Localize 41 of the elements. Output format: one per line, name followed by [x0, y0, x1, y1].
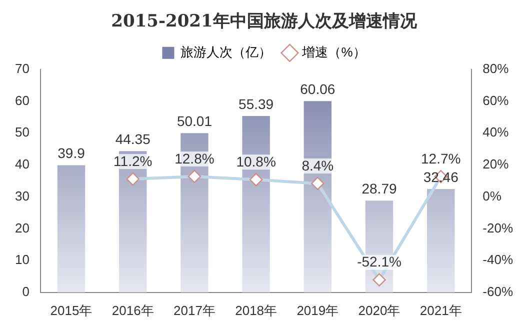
y-tick-label: 30 [14, 188, 30, 204]
data-label: 44.35 [115, 130, 151, 147]
data-label: 50.01 [176, 112, 212, 129]
legend-label: 旅游人次（亿） [180, 44, 272, 60]
y-tick-label: 10 [14, 252, 30, 268]
y2-tick-label: 80% [482, 60, 510, 76]
data-label: 39.9 [58, 145, 86, 162]
y2-tick-label: -40% [482, 252, 514, 268]
x-tick-label: 2017年 [173, 302, 216, 318]
data-label: 55.39 [238, 96, 274, 112]
y-tick-label: 0 [22, 284, 30, 299]
y2-tick-label: -20% [482, 220, 514, 236]
bar [304, 101, 332, 292]
x-tick-label: 2016年 [112, 302, 154, 318]
y2-tick-label: 0% [482, 188, 502, 204]
x-tick-label: 2018年 [235, 302, 278, 318]
chart-title: 2015-2021年中国旅游人次及增速情况 [111, 12, 418, 32]
bar [57, 165, 86, 292]
y-tick-label: 50 [14, 124, 30, 140]
data-label: 11.2% [114, 152, 152, 169]
data-label: -52.1% [357, 254, 402, 270]
x-tick-label: 2021年 [420, 302, 462, 318]
x-tick-label: 2015年 [50, 302, 92, 318]
y-tick-label: 60 [14, 92, 30, 108]
data-label: 28.79 [362, 180, 397, 197]
y-tick-label: 40 [14, 156, 30, 172]
data-label: 10.8% [236, 153, 276, 170]
legend-label: 增速（%） [301, 44, 366, 60]
data-label: 12.7% [421, 150, 461, 166]
data-label: 60.06 [300, 80, 336, 97]
data-label: 8.4% [302, 157, 334, 174]
y2-tick-label: 60% [482, 92, 510, 108]
y2-tick-label: 20% [482, 156, 510, 172]
y-tick-label: 20 [14, 220, 30, 236]
y2-tick-label: 40% [482, 124, 510, 140]
y-tick-label: 70 [14, 60, 30, 76]
bar [426, 188, 455, 292]
x-tick-label: 2019年 [296, 302, 339, 318]
x-tick-label: 2020年 [358, 302, 400, 318]
y2-tick-label: -60% [482, 284, 514, 299]
data-label: 12.8% [174, 150, 214, 166]
